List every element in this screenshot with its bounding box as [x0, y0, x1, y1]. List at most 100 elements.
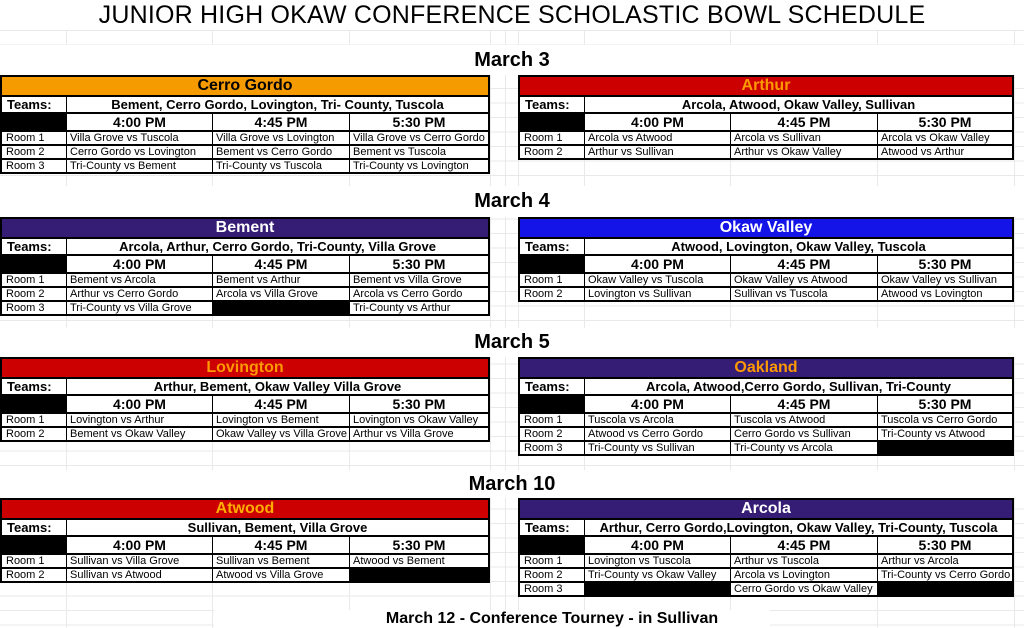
- school-name-header[interactable]: Atwood: [2, 500, 488, 518]
- teams-list-cell[interactable]: Arcola, Arthur, Cerro Gordo, Tri-County,…: [66, 238, 488, 254]
- black-spacer-cell[interactable]: [2, 536, 66, 553]
- match-cell[interactable]: Cerro Gordo vs Lovington: [66, 146, 212, 158]
- time-header-cell[interactable]: 4:45 PM: [730, 255, 877, 272]
- room-label-cell[interactable]: Room 1: [6, 414, 45, 426]
- match-cell[interactable]: Okaw Valley vs Tuscola: [584, 274, 730, 286]
- match-cell[interactable]: Tri-County vs Sullivan: [584, 442, 730, 454]
- time-header-cell[interactable]: 4:45 PM: [730, 536, 877, 553]
- match-cell[interactable]: Tri-County vs Okaw Valley: [584, 569, 730, 581]
- match-cell[interactable]: Sullivan vs Villa Grove: [66, 555, 212, 567]
- match-cell[interactable]: Arthur vs Sullivan: [584, 146, 730, 158]
- match-cell[interactable]: Atwood vs Lovington: [877, 288, 1012, 300]
- teams-list-cell[interactable]: Arcola, Atwood, Okaw Valley, Sullivan: [584, 96, 1012, 112]
- room-label-cell[interactable]: Room 3: [6, 302, 45, 314]
- match-cell[interactable]: Tuscola vs Arcola: [584, 414, 730, 426]
- time-header-cell[interactable]: 5:30 PM: [349, 536, 488, 553]
- black-spacer-cell[interactable]: [2, 395, 66, 412]
- match-cell[interactable]: Atwood vs Bement: [349, 555, 488, 567]
- match-cell[interactable]: Villa Grove vs Tuscola: [66, 132, 212, 144]
- room-label-cell[interactable]: Room 1: [6, 132, 45, 144]
- match-cell[interactable]: Bement vs Tuscola: [349, 146, 488, 158]
- time-header-cell[interactable]: 5:30 PM: [349, 255, 488, 272]
- time-header-cell[interactable]: 4:45 PM: [730, 113, 877, 130]
- match-cell[interactable]: Tri-County vs Cerro Gordo: [877, 569, 1012, 581]
- match-cell[interactable]: Bement vs Cerro Gordo: [212, 146, 349, 158]
- teams-list-cell[interactable]: Bement, Cerro Gordo, Lovington, Tri- Cou…: [66, 96, 488, 112]
- match-cell[interactable]: Villa Grove vs Lovington: [212, 132, 349, 144]
- match-cell[interactable]: Lovington vs Okaw Valley: [349, 414, 488, 426]
- match-cell[interactable]: Cerro Gordo vs Okaw Valley: [730, 583, 877, 595]
- room-label-cell[interactable]: Room 2: [524, 569, 563, 581]
- match-cell[interactable]: Tuscola vs Atwood: [730, 414, 877, 426]
- time-header-cell[interactable]: 5:30 PM: [349, 395, 488, 412]
- black-spacer-cell[interactable]: [2, 113, 66, 130]
- match-cell[interactable]: Atwood vs Arthur: [877, 146, 1012, 158]
- match-cell[interactable]: Okaw Valley vs Sullivan: [877, 274, 1012, 286]
- time-header-cell[interactable]: 4:45 PM: [212, 113, 349, 130]
- room-label-cell[interactable]: Room 2: [524, 146, 563, 158]
- black-spacer-cell[interactable]: [2, 255, 66, 272]
- time-header-cell[interactable]: 4:00 PM: [584, 536, 730, 553]
- time-header-cell[interactable]: 4:00 PM: [66, 536, 212, 553]
- match-cell[interactable]: Bement vs Arcola: [66, 274, 212, 286]
- room-label-cell[interactable]: Room 3: [524, 583, 563, 595]
- date-heading[interactable]: March 3: [0, 45, 1024, 75]
- teams-list-cell[interactable]: Sullivan, Bement, Villa Grove: [66, 519, 488, 535]
- school-name-header[interactable]: Okaw Valley: [520, 219, 1012, 237]
- room-label-cell[interactable]: Room 1: [524, 132, 563, 144]
- time-header-cell[interactable]: 4:45 PM: [212, 395, 349, 412]
- match-cell[interactable]: Arcola vs Cerro Gordo: [349, 288, 488, 300]
- date-heading[interactable]: March 4: [0, 186, 1024, 217]
- match-cell[interactable]: Arthur vs Arcola: [877, 555, 1012, 567]
- teams-label-cell[interactable]: Teams:: [7, 96, 52, 112]
- match-cell[interactable]: Arcola vs Villa Grove: [212, 288, 349, 300]
- match-cell[interactable]: Tri-County vs Arcola: [730, 442, 877, 454]
- time-header-cell[interactable]: 4:00 PM: [66, 395, 212, 412]
- black-spacer-cell[interactable]: [520, 113, 584, 130]
- time-header-cell[interactable]: 4:45 PM: [730, 395, 877, 412]
- match-cell[interactable]: Tuscola vs Cerro Gordo: [877, 414, 1012, 426]
- match-cell[interactable]: Bement vs Okaw Valley: [66, 428, 212, 440]
- match-cell[interactable]: Okaw Valley vs Atwood: [730, 274, 877, 286]
- time-header-cell[interactable]: 4:00 PM: [584, 113, 730, 130]
- time-header-cell[interactable]: 4:00 PM: [66, 113, 212, 130]
- school-name-header[interactable]: Lovington: [2, 359, 488, 377]
- room-label-cell[interactable]: Room 2: [524, 288, 563, 300]
- time-header-cell[interactable]: 4:00 PM: [584, 255, 730, 272]
- match-cell[interactable]: Lovington vs Tuscola: [584, 555, 730, 567]
- time-header-cell[interactable]: 4:00 PM: [584, 395, 730, 412]
- date-heading[interactable]: March 5: [0, 328, 1024, 357]
- match-cell[interactable]: Tri-County vs Bement: [66, 160, 212, 172]
- match-cell[interactable]: Tri-County vs Atwood: [877, 428, 1012, 440]
- room-label-cell[interactable]: Room 2: [524, 428, 563, 440]
- teams-list-cell[interactable]: Arthur, Cerro Gordo,Lovington, Okaw Vall…: [584, 519, 1012, 535]
- match-cell[interactable]: Cerro Gordo vs Sullivan: [730, 428, 877, 440]
- room-label-cell[interactable]: Room 1: [524, 274, 563, 286]
- match-cell[interactable]: Arcola vs Okaw Valley: [877, 132, 1012, 144]
- school-name-header[interactable]: Cerro Gordo: [2, 77, 488, 95]
- time-header-cell[interactable]: 4:00 PM: [66, 255, 212, 272]
- time-header-cell[interactable]: 5:30 PM: [877, 255, 1012, 272]
- blocked-cell[interactable]: [349, 569, 488, 581]
- match-cell[interactable]: Sullivan vs Tuscola: [730, 288, 877, 300]
- match-cell[interactable]: Bement vs Villa Grove: [349, 274, 488, 286]
- match-cell[interactable]: Tri-County vs Lovington: [349, 160, 488, 172]
- match-cell[interactable]: Villa Grove vs Cerro Gordo: [349, 132, 488, 144]
- match-cell[interactable]: Arthur vs Villa Grove: [349, 428, 488, 440]
- teams-label-cell[interactable]: Teams:: [525, 519, 570, 535]
- teams-label-cell[interactable]: Teams:: [525, 238, 570, 254]
- room-label-cell[interactable]: Room 1: [524, 414, 563, 426]
- black-spacer-cell[interactable]: [520, 395, 584, 412]
- room-label-cell[interactable]: Room 1: [524, 555, 563, 567]
- match-cell[interactable]: Sullivan vs Bement: [212, 555, 349, 567]
- school-name-header[interactable]: Oakland: [520, 359, 1012, 377]
- room-label-cell[interactable]: Room 3: [6, 160, 45, 172]
- school-name-header[interactable]: Bement: [2, 219, 488, 237]
- blocked-cell[interactable]: [212, 302, 349, 314]
- room-label-cell[interactable]: Room 3: [524, 442, 563, 454]
- match-cell[interactable]: Sullivan vs Atwood: [66, 569, 212, 581]
- teams-label-cell[interactable]: Teams:: [525, 96, 570, 112]
- time-header-cell[interactable]: 4:45 PM: [212, 536, 349, 553]
- match-cell[interactable]: Arthur vs Tuscola: [730, 555, 877, 567]
- time-header-cell[interactable]: 4:45 PM: [212, 255, 349, 272]
